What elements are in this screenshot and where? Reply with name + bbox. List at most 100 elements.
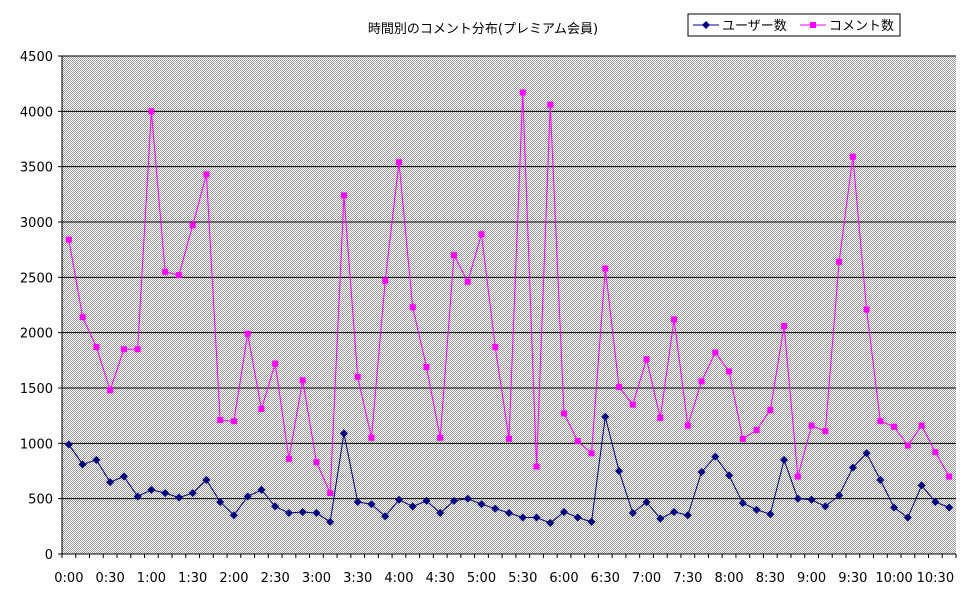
x-tick-label: 1:00 [137,571,166,586]
data-point-user [257,485,266,494]
legend-user-marker [702,21,710,29]
data-point-user [353,497,362,506]
x-tick-label: 8:00 [714,571,743,586]
data-point-user [298,507,307,516]
data-point-user [560,507,569,516]
data-point-user [917,481,926,490]
data-point-user [202,475,211,484]
axes: 0 500 1000 1500 2000 2500 3000 3500 4000 4500 0:00… [20,50,957,586]
data-point-user [807,495,816,504]
data-point-user [642,497,651,506]
data-point-user [436,509,445,518]
legend-comment-label: コメント数 [829,19,894,34]
data-point-comment [437,434,444,441]
data-point-comment [588,450,595,457]
data-point-user [587,517,596,526]
plot-area [62,56,956,554]
chart-title: 時間別のコメント分布(プレミアム会員) [368,22,598,37]
data-point-comment [891,423,898,430]
data-point-comment [368,434,375,441]
x-tick-label: 9:00 [797,571,826,586]
data-point-comment [726,368,733,375]
data-point-comment [712,349,719,356]
data-point-comment [93,344,100,351]
data-point-comment [918,422,925,429]
legend-box [687,13,901,37]
data-point-user [738,499,747,508]
data-point-user [367,500,376,509]
data-point-comment [602,265,609,272]
data-point-user [326,517,335,526]
data-point-comment [836,258,843,265]
data-point-comment [822,428,829,435]
data-point-comment [849,153,856,160]
data-point-user [64,440,73,449]
data-point-user [945,503,954,512]
data-point-comment [616,383,623,390]
data-point-comment [643,356,650,363]
data-point-user [408,502,417,511]
data-point-user [463,494,472,503]
y-tick-label: 4500 [20,50,53,65]
x-tick-label: 0:00 [54,571,83,586]
data-point-comment [533,463,540,470]
data-point-comment [395,159,402,166]
data-point-user [106,478,115,487]
x-tick-label: 5:00 [467,571,496,586]
data-point-comment [409,304,416,311]
data-point-comment [189,222,196,229]
data-point-user [477,500,486,509]
data-point-comment [629,401,636,408]
data-point-comment [203,171,210,178]
data-point-comment [79,314,86,321]
data-point-comment [946,473,953,480]
y-tick-label: 3500 [20,161,53,176]
data-point-user [656,514,665,523]
data-point-user [394,495,403,504]
data-point-user [229,511,238,520]
data-point-comment [478,231,485,238]
data-point-comment [382,277,389,284]
data-point-user [725,471,734,480]
data-point-comment [65,236,72,243]
y-tick-label: 3000 [20,216,53,231]
data-point-comment [932,449,939,456]
y-tick-label: 1500 [20,382,53,397]
data-point-comment [561,410,568,417]
data-point-comment [547,101,554,108]
data-point-comment [313,459,320,466]
data-point-user [780,455,789,464]
data-point-user [573,513,582,522]
data-point-comment [684,422,691,429]
data-point-comment [904,442,911,449]
data-point-comment [781,323,788,330]
data-point-user [848,463,857,472]
data-point-comment [767,407,774,414]
data-point-comment [574,438,581,445]
data-point-comment [794,473,801,480]
y-tick-label: 0 [45,548,53,563]
data-point-user [518,513,527,522]
data-point-comment [464,278,471,285]
x-tick-label: 4:00 [384,571,413,586]
legend-user-label: ユーザー数 [722,19,787,34]
data-point-comment [808,422,815,429]
data-point-comment [285,455,292,462]
data-point-comment [107,387,114,394]
data-point-comment [217,417,224,424]
data-point-user [381,512,390,521]
data-point-comment [753,427,760,434]
data-point-user [339,429,348,438]
y-tick-label: 4000 [20,105,53,120]
series-layer [64,89,954,528]
x-tick-label: 2:00 [219,571,248,586]
data-point-comment [354,373,361,380]
data-point-user [174,493,183,502]
x-tick-label: 3:30 [343,571,372,586]
y-tick-label: 2000 [20,327,53,342]
data-point-user [601,412,610,421]
data-point-user [422,496,431,505]
data-point-user [505,509,513,518]
data-point-comment [340,192,347,199]
